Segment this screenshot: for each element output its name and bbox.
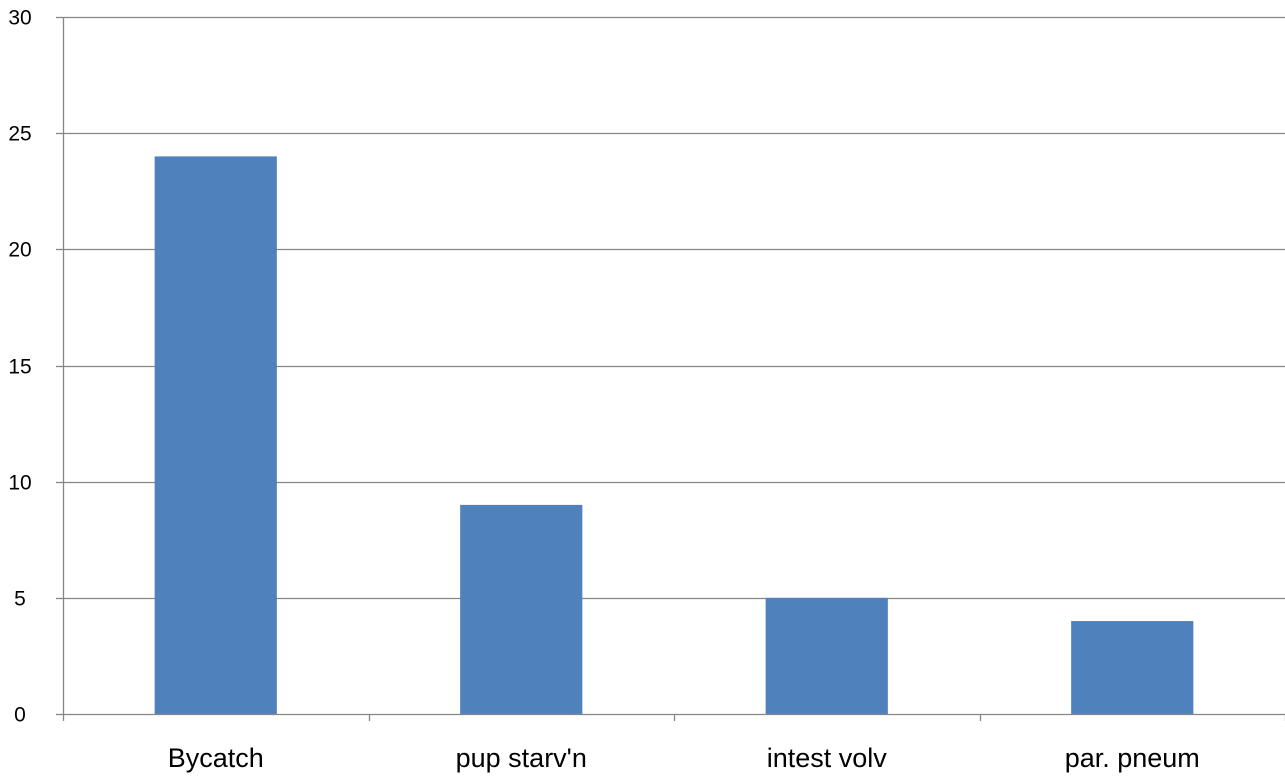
bars (154, 156, 1194, 714)
y-axis-tick-labels: 0 5 10 15 20 25 30 (8, 7, 31, 727)
y-tick-label: 25 (8, 123, 31, 146)
bar (1071, 621, 1194, 714)
x-category-label: Bycatch (168, 743, 264, 773)
y-tick-label: 5 (14, 588, 26, 611)
bar (460, 504, 583, 714)
bar (154, 156, 277, 714)
x-axis-category-labels: Bycatch pup starv'n intest volv par. pneum (168, 743, 1200, 773)
x-category-label: par. pneum (1065, 743, 1200, 773)
y-tick-label: 30 (8, 7, 31, 30)
bar (765, 597, 888, 714)
axes (56, 16, 1285, 721)
x-category-label: intest volv (767, 743, 888, 773)
y-tick-label: 15 (8, 356, 31, 379)
y-tick-label: 20 (8, 239, 31, 262)
y-tick-label: 10 (8, 472, 31, 495)
y-tick-label: 0 (14, 704, 26, 727)
x-category-label: pup starv'n (456, 743, 587, 773)
